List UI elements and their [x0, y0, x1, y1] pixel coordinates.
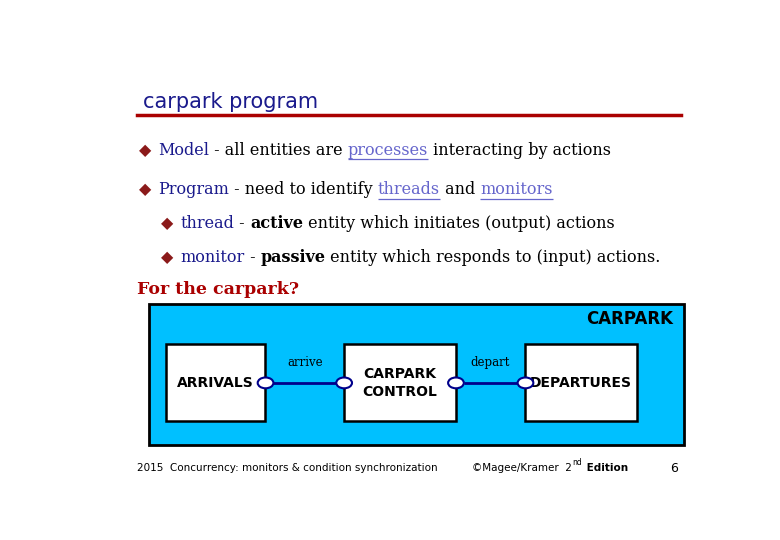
Text: -: - — [245, 249, 261, 266]
Text: Edition: Edition — [583, 463, 628, 473]
Circle shape — [448, 377, 464, 388]
Text: arrive: arrive — [287, 356, 323, 369]
Text: active: active — [250, 215, 303, 232]
Text: monitors: monitors — [480, 181, 552, 198]
Text: For the carpark?: For the carpark? — [136, 281, 299, 298]
Text: -: - — [234, 215, 250, 232]
FancyBboxPatch shape — [165, 345, 265, 421]
Circle shape — [336, 377, 352, 388]
Text: threads: threads — [378, 181, 440, 198]
Text: - all entities are: - all entities are — [209, 141, 348, 159]
Text: entity which responds to (input) actions.: entity which responds to (input) actions… — [325, 249, 661, 266]
Text: DEPARTURES: DEPARTURES — [530, 376, 632, 390]
Text: ◆: ◆ — [161, 249, 173, 266]
Text: ◆: ◆ — [139, 141, 151, 159]
Text: passive: passive — [261, 249, 325, 266]
Text: 6: 6 — [670, 462, 678, 475]
FancyBboxPatch shape — [149, 304, 684, 446]
Circle shape — [518, 377, 534, 388]
Text: monitor: monitor — [180, 249, 245, 266]
FancyBboxPatch shape — [344, 345, 456, 421]
Text: 2015  Concurrency: monitors & condition synchronization: 2015 Concurrency: monitors & condition s… — [136, 463, 438, 473]
Text: thread: thread — [180, 215, 234, 232]
Text: and: and — [440, 181, 480, 198]
Text: carpark program: carpark program — [143, 92, 318, 112]
Circle shape — [257, 377, 274, 388]
Text: CARPARK
CONTROL: CARPARK CONTROL — [363, 367, 437, 399]
FancyBboxPatch shape — [525, 345, 637, 421]
Text: ©Magee/Kramer  2: ©Magee/Kramer 2 — [473, 463, 573, 473]
Text: entity which initiates (output) actions: entity which initiates (output) actions — [303, 215, 615, 232]
Text: interacting by actions: interacting by actions — [428, 141, 611, 159]
Text: ◆: ◆ — [161, 215, 173, 232]
Text: - need to identify: - need to identify — [229, 181, 378, 198]
Text: ©Magee/Kramer  2: ©Magee/Kramer 2 — [473, 463, 573, 473]
Text: depart: depart — [471, 356, 510, 369]
Text: Program: Program — [158, 181, 229, 198]
Text: processes: processes — [348, 141, 428, 159]
Text: ARRIVALS: ARRIVALS — [177, 376, 254, 390]
Text: CARPARK: CARPARK — [586, 310, 673, 328]
Text: nd: nd — [573, 458, 582, 467]
Text: ◆: ◆ — [139, 181, 151, 198]
Text: Model: Model — [158, 141, 209, 159]
